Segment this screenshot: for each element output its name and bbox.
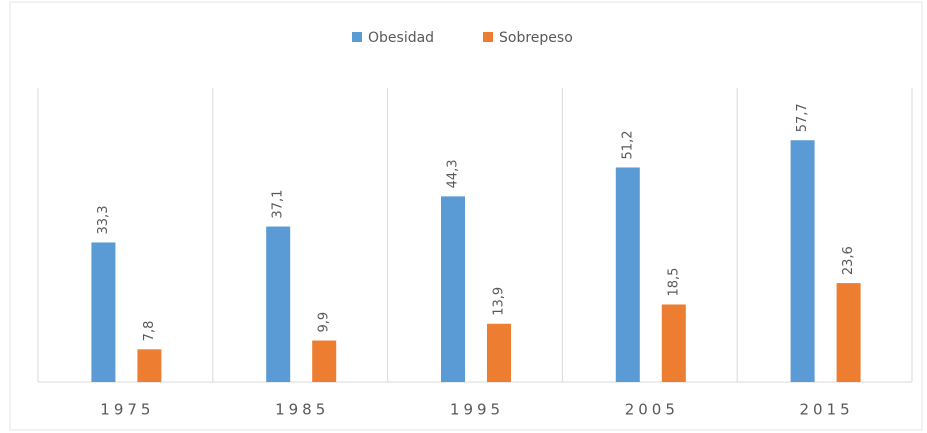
legend-swatch — [483, 32, 493, 42]
x-tick-label: 2015 — [800, 401, 854, 419]
legend-label: Obesidad — [368, 30, 434, 46]
bar — [615, 167, 640, 382]
bar — [790, 140, 815, 382]
value-label: 23,6 — [841, 246, 856, 275]
bar — [266, 226, 291, 382]
x-tick-label: 1985 — [275, 401, 329, 419]
bar — [91, 242, 116, 382]
chart-frame — [9, 1, 923, 431]
legend-swatch — [352, 32, 362, 42]
value-label: 13,9 — [492, 287, 507, 316]
value-label: 33,3 — [96, 206, 111, 235]
value-label: 7,8 — [142, 321, 157, 342]
value-label: 44,3 — [446, 159, 461, 188]
value-label: 18,5 — [666, 268, 681, 297]
value-label: 37,1 — [271, 190, 286, 219]
bar — [487, 323, 511, 382]
bar — [137, 349, 162, 382]
x-tick-label: 1975 — [100, 401, 154, 419]
bar — [441, 196, 465, 382]
bar — [836, 283, 861, 382]
x-tick-label: 1995 — [450, 401, 504, 419]
value-label: 9,9 — [317, 312, 332, 333]
bar — [661, 304, 686, 382]
bar — [312, 340, 337, 382]
legend-label: Sobrepeso — [499, 30, 573, 46]
x-tick-label: 2005 — [625, 401, 679, 419]
value-label: 51,2 — [620, 131, 635, 160]
value-label: 57,7 — [795, 103, 810, 132]
